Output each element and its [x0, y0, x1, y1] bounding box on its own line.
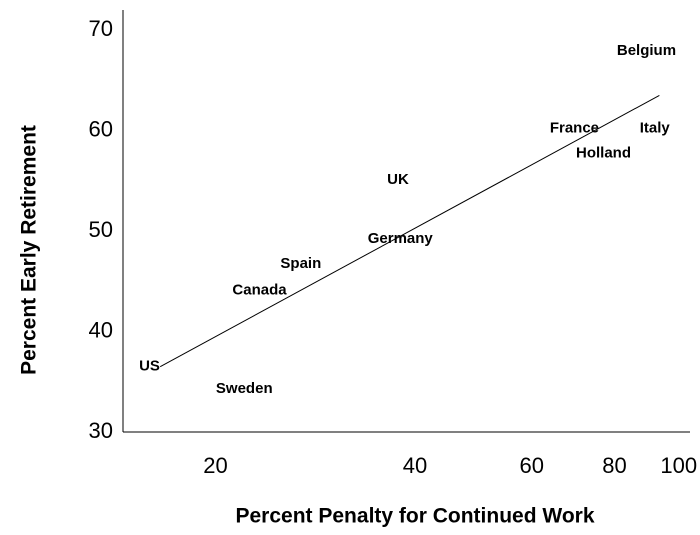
x-tick-label: 20 [203, 453, 227, 478]
x-tick-label: 60 [519, 453, 543, 478]
y-tick-label: 50 [89, 217, 113, 242]
point-label: Germany [368, 230, 434, 247]
trend-line [159, 94, 660, 368]
x-tick-label: 80 [602, 453, 626, 478]
point-label: Italy [640, 120, 671, 137]
point-label: US [139, 358, 160, 375]
y-tick-label: 60 [89, 116, 113, 141]
y-tick-label: 40 [89, 317, 113, 342]
x-axis-label: Percent Penalty for Continued Work [236, 505, 595, 528]
point-label: Belgium [617, 42, 676, 59]
point-label: France [550, 120, 599, 137]
x-tick-label: 40 [403, 453, 427, 478]
y-tick-label: 30 [89, 418, 113, 443]
point-label: Sweden [216, 380, 273, 397]
point-label: UK [387, 171, 409, 188]
x-tick-label: 100 [660, 453, 697, 478]
y-axis-label: Percent Early Retirement [18, 125, 41, 375]
point-label: Canada [232, 281, 287, 298]
point-label: Holland [576, 145, 631, 162]
point-label: Spain [280, 255, 321, 272]
y-tick-label: 70 [89, 16, 113, 41]
